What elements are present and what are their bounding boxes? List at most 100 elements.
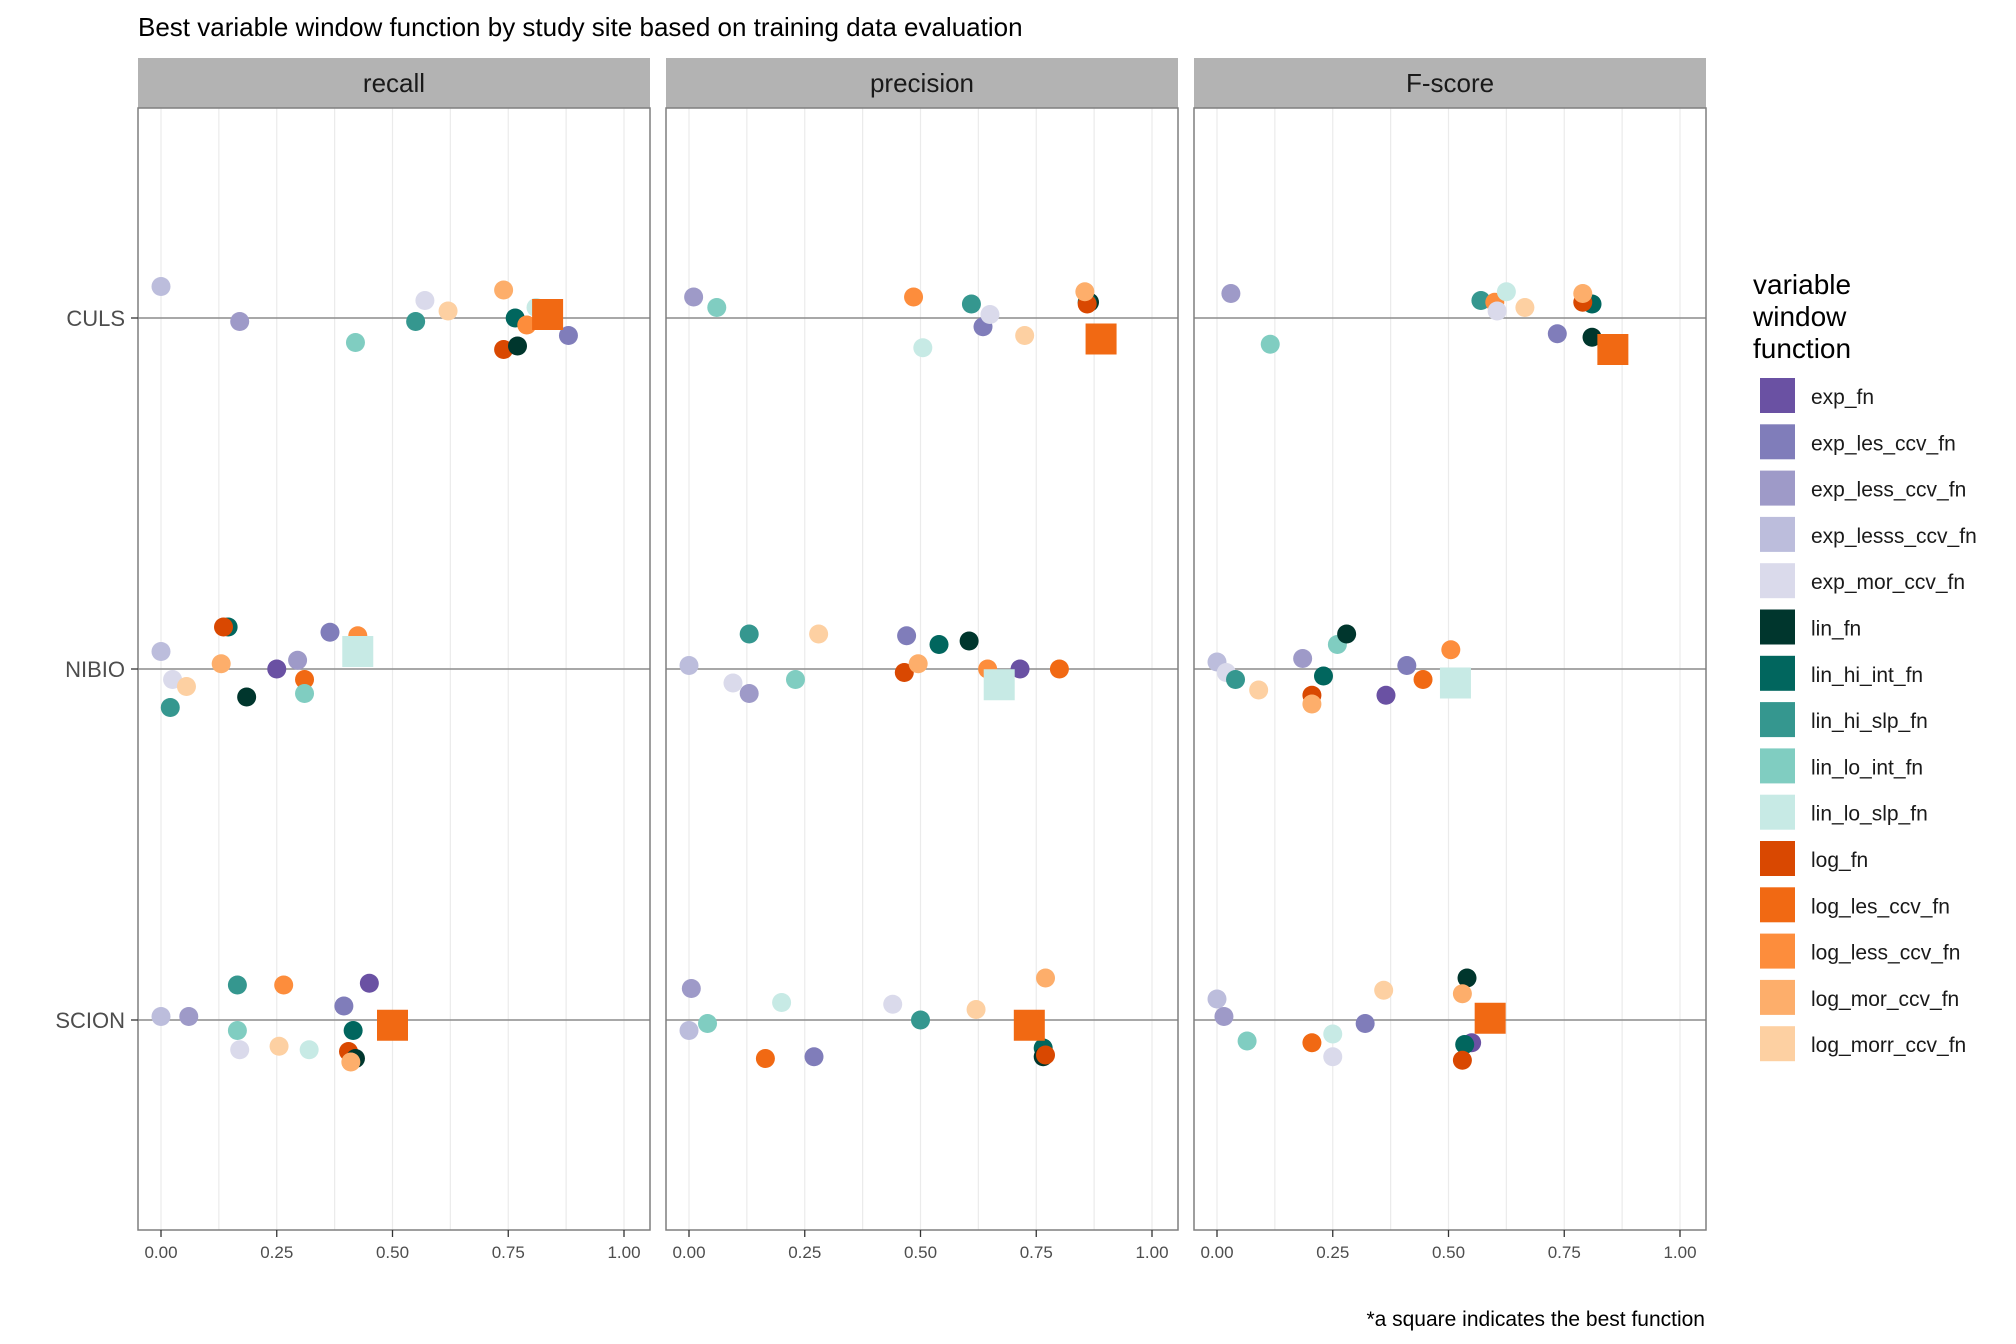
- legend-key: [1760, 748, 1795, 784]
- strip-label-precision: precision: [870, 68, 974, 98]
- point-nibio-lin-hi-int-fn: [929, 635, 949, 654]
- legend-label: log_less_ccv_fn: [1811, 942, 1960, 965]
- legend-key: [1760, 424, 1795, 460]
- point-culs-lin-lo-int-fn: [1260, 334, 1280, 354]
- legend-item-log-fn: log_fn: [1760, 841, 1868, 876]
- strip-precision: [666, 58, 1178, 108]
- legend-title-line: window: [1752, 301, 1847, 332]
- legend-key: [1760, 841, 1795, 876]
- legend-item-exp-mor-ccv-fn: exp_mor_ccv_fn: [1760, 563, 1965, 599]
- best-point-scion-log-les-ccv-fn: [377, 1009, 408, 1041]
- legend-item-exp-lesss-ccv-fn: exp_lesss_ccv_fn: [1760, 516, 1977, 552]
- point-nibio-exp-less-ccv-fn: [1293, 649, 1313, 668]
- point-culs-log-morr-ccv-fn: [438, 301, 458, 321]
- point-nibio-exp-les-ccv-fn: [1397, 656, 1417, 675]
- best-point-scion-log-les-ccv-fn: [1474, 1002, 1506, 1034]
- point-nibio-lin-fn: [959, 631, 979, 651]
- legend-label: log_les_ccv_fn: [1811, 895, 1950, 918]
- point-culs-lin-hi-slp-fn: [406, 312, 426, 331]
- point-culs-exp-lesss-ccv-fn: [151, 277, 171, 296]
- panel-f-score: F-score 0.00 0.25 0.50 0.75 1.00: [1193, 58, 1707, 1262]
- x-tick-label: 1.00: [607, 1243, 640, 1262]
- point-nibio-log-fn: [214, 617, 234, 637]
- point-nibio-log-morr-ccv-fn: [176, 677, 196, 696]
- point-scion-lin-hi-int-fn: [1455, 1035, 1475, 1054]
- legend-key: [1760, 702, 1795, 738]
- legend-key: [1760, 794, 1795, 830]
- legend-key: [1760, 609, 1795, 645]
- point-scion-lin-lo-slp-fn: [772, 993, 792, 1012]
- point-scion-lin-lo-int-fn: [1237, 1031, 1257, 1051]
- legend-key: [1760, 378, 1795, 413]
- legend-key: [1760, 979, 1795, 1015]
- point-culs-lin-fn: [508, 336, 528, 356]
- x-tick-label: 0.75: [492, 1243, 525, 1262]
- legend-key: [1760, 887, 1795, 923]
- point-nibio-log-mor-ccv-fn: [211, 654, 231, 674]
- legend-key: [1760, 516, 1795, 552]
- point-scion-lin-lo-slp-fn: [299, 1040, 319, 1060]
- point-culs-lin-hi-slp-fn: [1471, 291, 1491, 310]
- strip-recall: [138, 58, 650, 108]
- facet-panels: recall 0.00 0.25 0.50 0.75 1.00 precision 0.00 0…: [55, 58, 1707, 1262]
- legend-item-log-morr-ccv-fn: log_morr_ccv_fn: [1760, 1026, 1966, 1062]
- legend-label: exp_lesss_ccv_fn: [1811, 525, 1977, 548]
- best-point-culs-log-les-ccv-fn: [532, 299, 564, 330]
- point-scion-log-fn: [1036, 1045, 1056, 1065]
- panel-border: [665, 107, 1179, 1231]
- legend-key: [1760, 655, 1795, 691]
- point-scion-exp-fn: [359, 973, 379, 993]
- point-scion-log-less-ccv-fn: [274, 975, 294, 995]
- legend-item-exp-les-ccv-fn: exp_les_ccv_fn: [1760, 424, 1956, 460]
- x-tick-label: 0.75: [1020, 1243, 1053, 1262]
- point-scion-exp-less-ccv-fn: [681, 979, 701, 998]
- point-nibio-exp-less-ccv-fn: [739, 684, 759, 703]
- legend-label: lin_hi_slp_fn: [1811, 710, 1928, 733]
- point-scion-lin-hi-slp-fn: [227, 975, 247, 995]
- point-scion-log-morr-ccv-fn: [269, 1036, 289, 1056]
- point-culs-lin-hi-slp-fn: [961, 294, 981, 314]
- panel-recall: recall 0.00 0.25 0.50 0.75 1.00: [137, 58, 651, 1262]
- point-nibio-lin-hi-slp-fn: [1226, 670, 1246, 689]
- point-nibio-exp-mor-ccv-fn: [723, 673, 743, 693]
- point-nibio-exp-fn: [267, 659, 287, 679]
- x-tick-label: 1.00: [1135, 1243, 1168, 1262]
- legend-label: lin_hi_int_fn: [1811, 664, 1923, 687]
- point-culs-lin-lo-int-fn: [707, 298, 727, 317]
- point-culs-exp-less-ccv-fn: [1221, 284, 1241, 303]
- point-nibio-log-morr-ccv-fn: [809, 624, 829, 644]
- point-culs-exp-mor-ccv-fn: [415, 291, 435, 310]
- chart-title: Best variable window function by study s…: [138, 12, 1023, 42]
- point-culs-log-morr-ccv-fn: [1015, 326, 1035, 345]
- point-scion-lin-lo-int-fn: [227, 1021, 247, 1040]
- legend-key: [1760, 1026, 1795, 1062]
- best-point-nibio-lin-lo-slp-fn: [1439, 667, 1471, 699]
- point-scion-exp-less-ccv-fn: [1214, 1007, 1234, 1026]
- legend-label: lin_lo_int_fn: [1811, 756, 1923, 779]
- point-scion-exp-lesss-ccv-fn: [1207, 989, 1227, 1009]
- point-culs-log-mor-ccv-fn: [1075, 282, 1095, 302]
- point-scion-exp-les-ccv-fn: [1355, 1014, 1375, 1033]
- point-nibio-lin-lo-int-fn: [785, 670, 805, 689]
- legend-label: log_mor_ccv_fn: [1811, 988, 1959, 1011]
- point-scion-lin-fn: [1457, 968, 1477, 988]
- point-culs-log-mor-ccv-fn: [1573, 284, 1593, 303]
- point-nibio-log-fn: [894, 663, 914, 682]
- legend-key: [1760, 470, 1795, 506]
- point-culs-log-less-ccv-fn: [904, 287, 924, 307]
- legend-item-lin-hi-int-fn: lin_hi_int_fn: [1760, 655, 1923, 691]
- legend-item-log-mor-ccv-fn: log_mor_ccv_fn: [1760, 979, 1959, 1015]
- point-nibio-lin-hi-slp-fn: [160, 698, 180, 717]
- point-scion-log-les-ccv-fn: [755, 1049, 775, 1068]
- legend-item-lin-fn: lin_fn: [1760, 609, 1861, 645]
- y-tick-label-nibio: NIBIO: [65, 657, 125, 682]
- best-point-nibio-lin-lo-slp-fn: [983, 669, 1015, 701]
- point-scion-exp-mor-ccv-fn: [883, 994, 903, 1014]
- point-nibio-exp-fn: [1010, 659, 1030, 679]
- point-scion-log-mor-ccv-fn: [1452, 984, 1472, 1004]
- x-tick-label: 0.75: [1548, 1243, 1581, 1262]
- legend-key: [1760, 563, 1795, 599]
- point-scion-exp-les-ccv-fn: [334, 996, 354, 1016]
- best-point-culs-log-les-ccv-fn: [1085, 323, 1117, 355]
